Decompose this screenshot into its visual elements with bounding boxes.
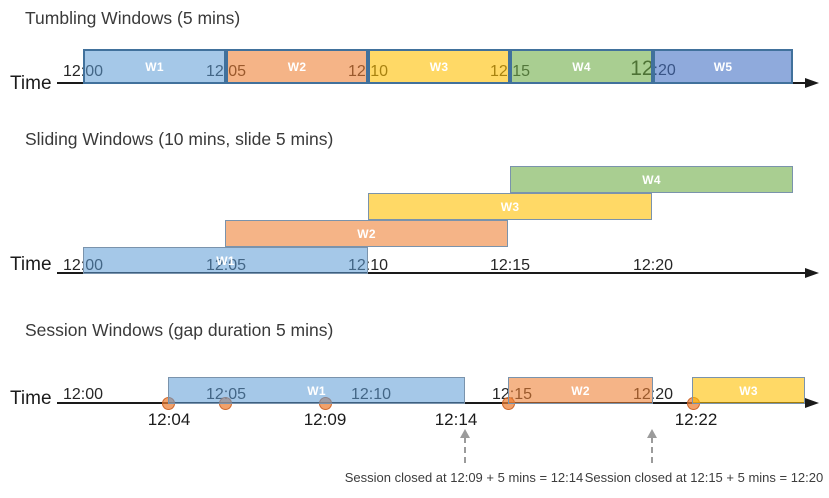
sliding-timeline-arrow-icon [805,268,819,278]
tumbling-window-w5: W5 [653,49,793,84]
sliding-window-w2: W2 [225,220,508,247]
sliding-window-w3: W3 [368,193,652,220]
sliding-tick-12-20: 12:20 [632,257,674,274]
event-time-12-14: 12:14 [434,410,478,429]
window-label: W2 [571,383,590,398]
window-label: W1 [145,59,164,74]
tumbling-time-label: Time [10,73,52,94]
session-title: Session Windows (gap duration 5 mins) [25,320,334,340]
tumbling-window-w2: W2 [226,49,368,84]
tumbling-timeline-arrow-icon [805,78,819,88]
window-label: W1 [216,253,235,268]
event-time-12-22: 12:22 [674,410,718,429]
sliding-tick-12-15: 12:15 [489,257,531,274]
session-closed-annotation-2: Session closed at 12:15 + 5 mins = 12:20 [584,470,824,485]
event-time-12-09: 12:09 [303,410,347,429]
tumbling-window-w4: W4 [510,49,653,84]
window-label: W2 [287,59,307,74]
session-window-w1: W1 [168,377,465,404]
callout-arrow-line [651,437,653,463]
session-closed-annotation-1: Session closed at 12:09 + 5 mins = 12:14 [344,470,584,485]
session-time-label: Time [10,388,52,409]
sliding-title: Sliding Windows (10 mins, slide 5 mins) [25,129,334,149]
tumbling-window-w1: W1 [83,49,226,84]
window-label: W3 [500,199,520,214]
callout-arrow-line [464,437,466,463]
sliding-window-w1: W1 [83,247,368,274]
window-label: W2 [357,226,376,241]
tumbling-title: Tumbling Windows (5 mins) [25,8,241,28]
window-label: W4 [642,172,661,187]
session-timeline-arrow-icon [805,398,819,408]
session-window-w2: W2 [508,377,653,404]
session-tick-12-00: 12:00 [62,386,104,403]
sliding-window-w4: W4 [510,166,793,193]
window-label: W3 [429,59,449,74]
callout-arrowhead-icon [460,429,470,438]
window-label: W3 [739,383,758,398]
window-label: W1 [307,383,326,398]
event-time-12-04: 12:04 [147,410,191,429]
callout-arrowhead-icon [647,429,657,438]
sliding-timeline [57,272,806,275]
sliding-time-label: Time [10,254,52,275]
window-label: W5 [713,59,733,74]
tumbling-window-w3: W3 [368,49,510,84]
window-label: W4 [572,59,591,74]
session-window-w3: W3 [692,377,805,404]
